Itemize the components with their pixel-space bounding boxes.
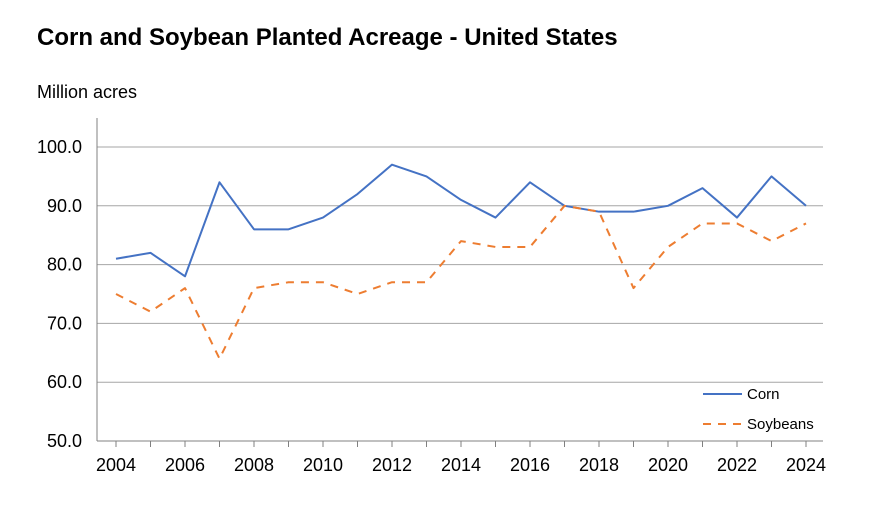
y-tick-label: 90.0: [47, 196, 82, 216]
x-tick-label: 2022: [717, 455, 757, 475]
x-tick-label: 2016: [510, 455, 550, 475]
y-tick-label: 70.0: [47, 313, 82, 333]
y-tick-label: 100.0: [37, 137, 82, 157]
x-tick-label: 2010: [303, 455, 343, 475]
x-tick-label: 2008: [234, 455, 274, 475]
x-tick-label: 2024: [786, 455, 826, 475]
y-tick-label: 80.0: [47, 255, 82, 275]
chart-title: Corn and Soybean Planted Acreage - Unite…: [37, 24, 618, 51]
y-tick-label: 60.0: [47, 372, 82, 392]
series-line-soybeans: [115, 204, 807, 360]
x-tick-label: 2018: [579, 455, 619, 475]
x-tick-label: 2014: [441, 455, 481, 475]
y-axis-label: Million acres: [37, 82, 138, 102]
y-tick-label: 50.0: [47, 431, 82, 451]
legend-label-corn: Corn: [747, 386, 780, 403]
x-tick-label: 2020: [648, 455, 688, 475]
x-tick-label: 2006: [165, 455, 205, 475]
series-line-corn: [115, 163, 807, 278]
x-tick-label: 2012: [372, 455, 412, 475]
x-tick-label: 2004: [96, 455, 136, 475]
legend-label-soybeans: Soybeans: [747, 416, 814, 433]
